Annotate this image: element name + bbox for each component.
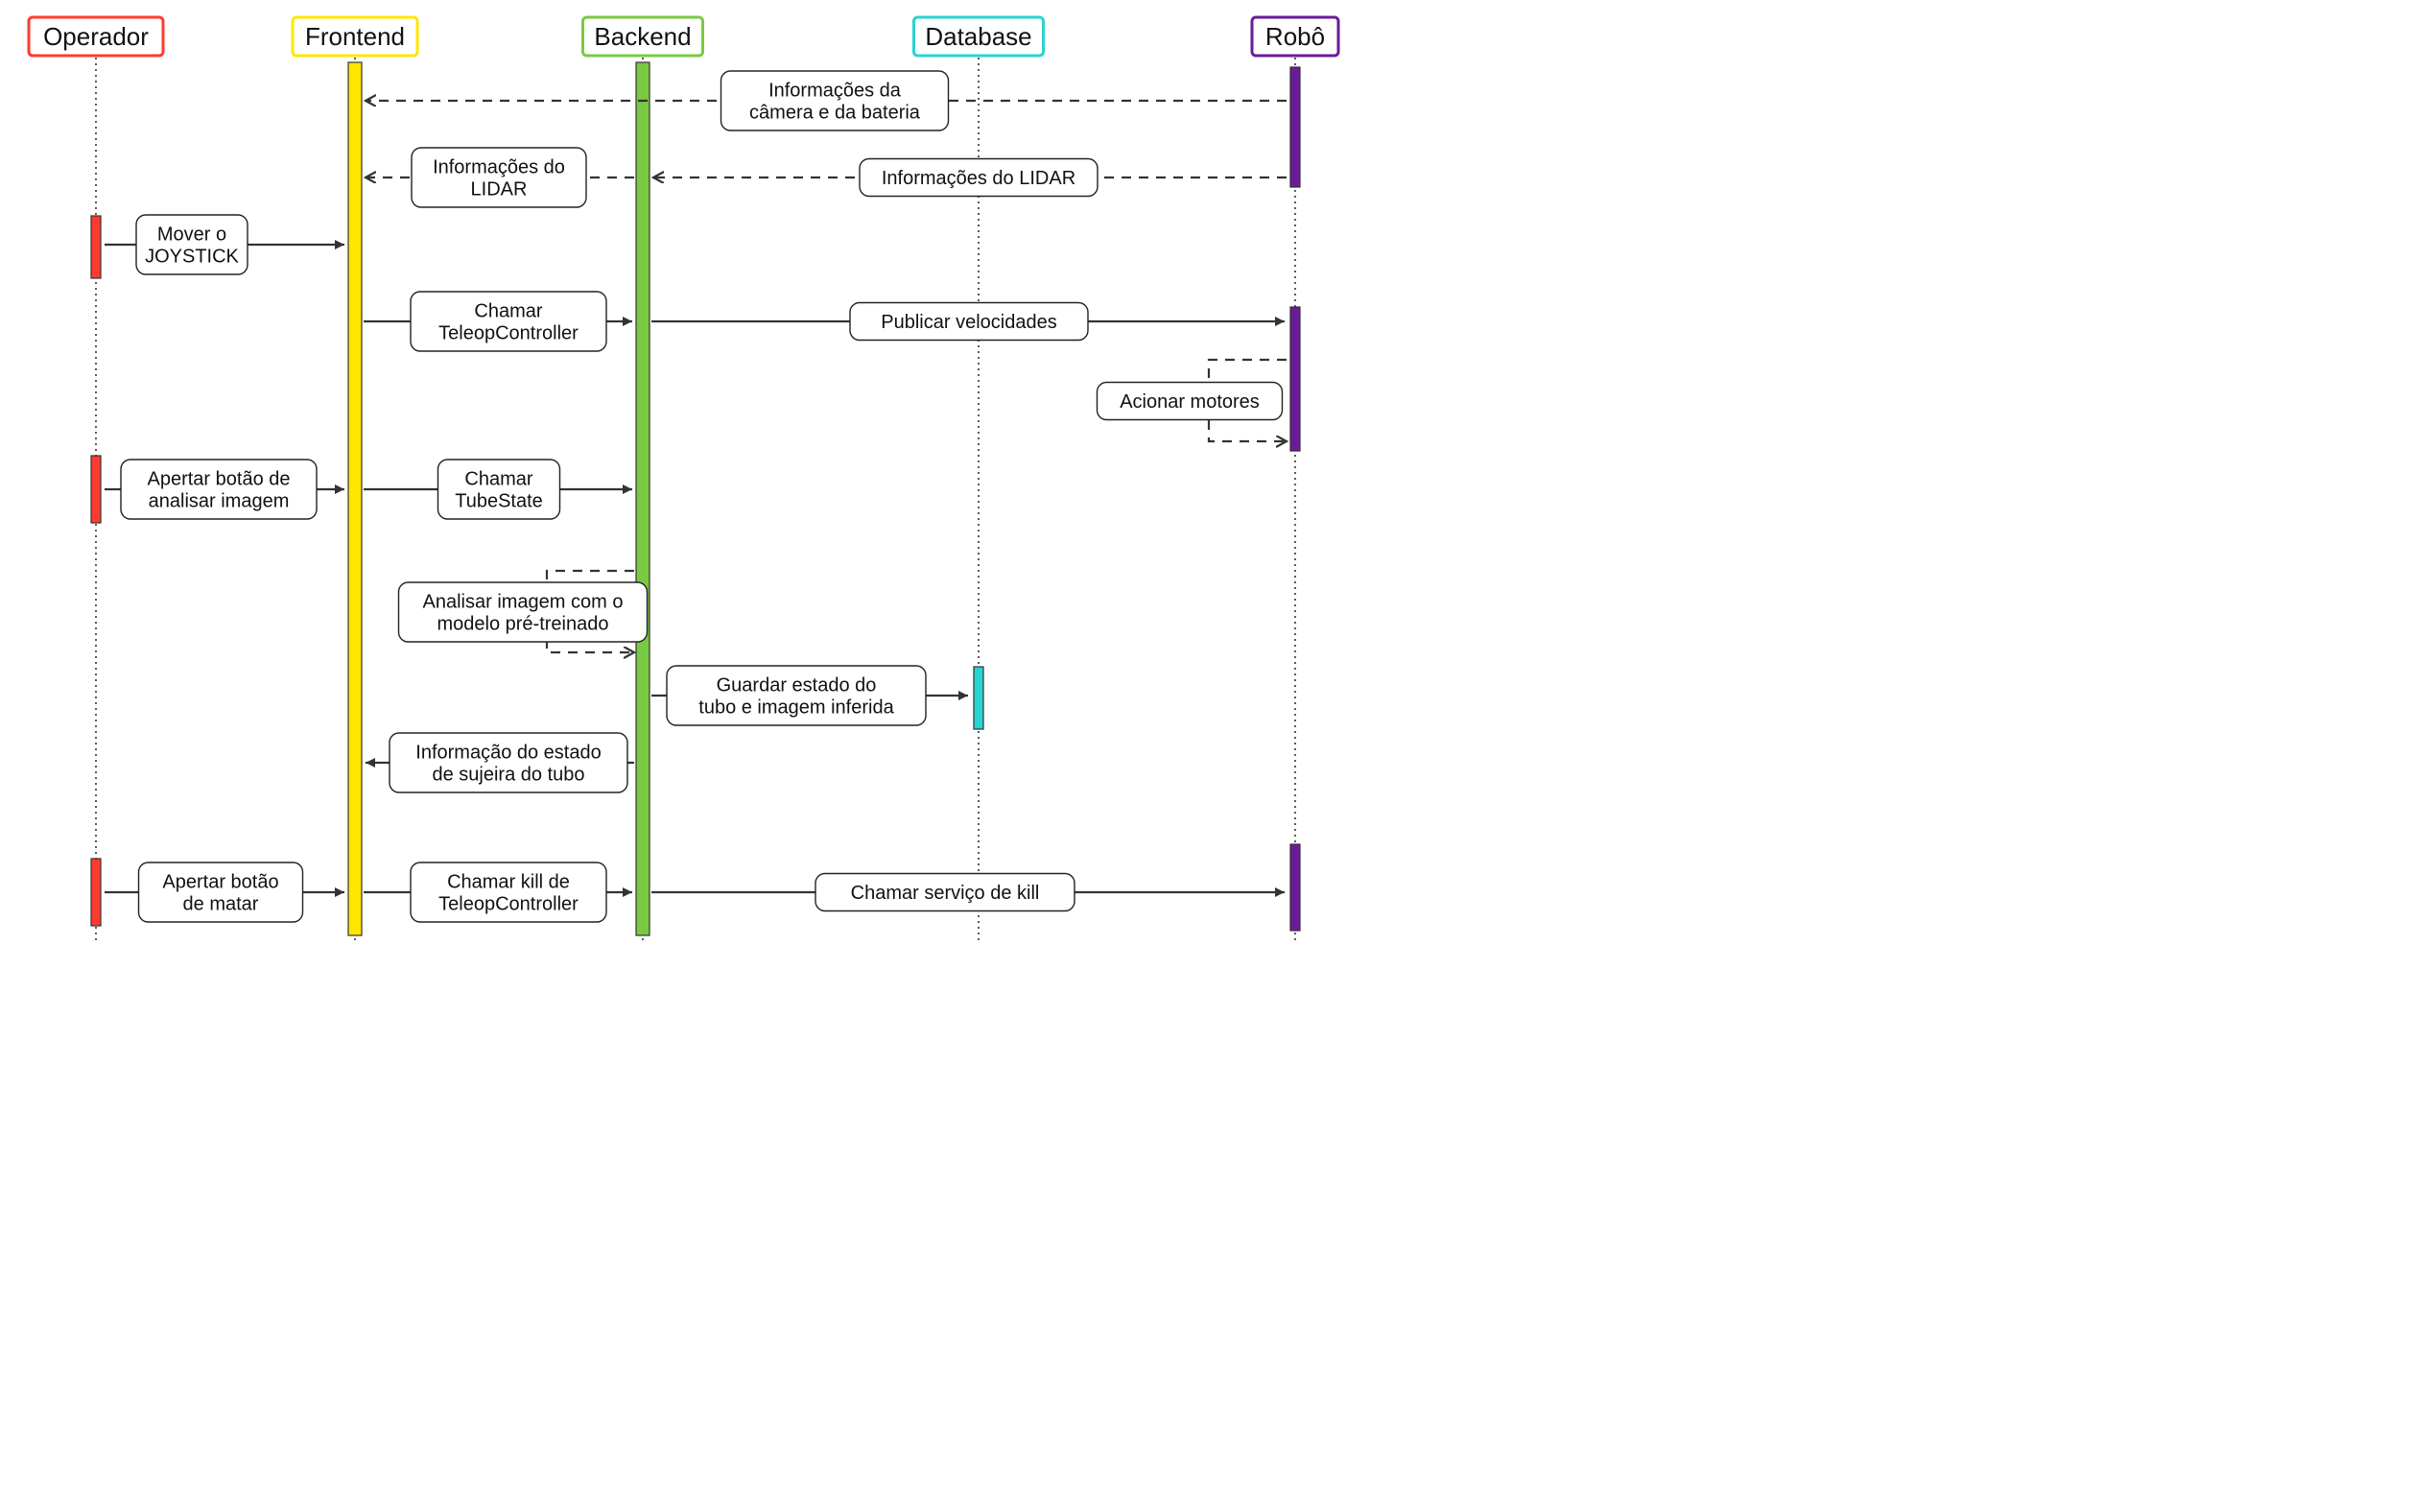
sequence-diagram: Operador Frontend Backend Database Robô Infor… — [0, 0, 1506, 959]
svg-text:Chamar: Chamar — [464, 468, 532, 489]
svg-text:analisar imagem: analisar imagem — [149, 490, 290, 511]
activation-operador — [91, 859, 101, 926]
message-label-2: Informações doLIDAR — [412, 148, 586, 207]
svg-text:tubo e imagem inferida: tubo e imagem inferida — [698, 697, 894, 718]
activation-robo — [1290, 307, 1300, 451]
message-label-0: Informações dacâmera e da bateria — [721, 71, 949, 130]
activation-operador — [91, 216, 101, 278]
activation-robo — [1290, 844, 1300, 931]
activation-frontend — [348, 62, 362, 935]
message-label-5: Publicar velocidades — [850, 303, 1088, 341]
svg-text:de sujeira do tubo: de sujeira do tubo — [432, 764, 584, 785]
message-label-6: Apertar botão deanalisar imagem — [121, 460, 317, 519]
participant-label-operador: Operador — [43, 22, 149, 51]
svg-text:Acionar motores: Acionar motores — [1120, 391, 1260, 413]
svg-text:de matar: de matar — [183, 893, 259, 914]
svg-text:TubeState: TubeState — [455, 490, 543, 511]
activation-database — [974, 667, 983, 729]
svg-text:Apertar botão: Apertar botão — [162, 871, 278, 892]
participant-label-database: Database — [925, 22, 1031, 51]
svg-text:Informações do LIDAR: Informações do LIDAR — [882, 168, 1075, 189]
message-label-8: Guardar estado dotubo e imagem inferida — [667, 666, 926, 725]
participant-label-backend: Backend — [594, 22, 691, 51]
message-label-1: Informações do LIDAR — [860, 159, 1098, 197]
svg-text:Apertar botão de: Apertar botão de — [148, 468, 291, 489]
svg-text:Chamar serviço de kill: Chamar serviço de kill — [851, 883, 1040, 904]
message-label-7: ChamarTubeState — [438, 460, 560, 519]
message-label-9: Informação do estadode sujeira do tubo — [390, 733, 627, 792]
svg-text:Chamar: Chamar — [474, 300, 542, 321]
participant-label-frontend: Frontend — [305, 22, 405, 51]
activation-robo — [1290, 67, 1300, 187]
self-message-label-robo-0: Acionar motores — [1098, 383, 1283, 420]
svg-text:modelo pré-treinado: modelo pré-treinado — [437, 613, 609, 634]
svg-text:Analisar imagem com o: Analisar imagem com o — [423, 591, 624, 612]
svg-text:JOYSTICK: JOYSTICK — [145, 246, 239, 267]
message-label-12: Chamar serviço de kill — [815, 874, 1075, 911]
svg-text:câmera e da bateria: câmera e da bateria — [749, 102, 921, 123]
svg-text:Informações da: Informações da — [768, 80, 902, 101]
svg-text:Guardar estado do: Guardar estado do — [717, 674, 877, 696]
svg-text:Mover o: Mover o — [157, 224, 226, 245]
svg-text:Informações do: Informações do — [433, 156, 565, 177]
message-label-4: ChamarTeleopController — [411, 292, 606, 351]
self-message-label-backend-1: Analisar imagem com omodelo pré-treinado — [399, 582, 648, 642]
svg-text:Chamar kill de: Chamar kill de — [447, 871, 570, 892]
svg-text:Publicar velocidades: Publicar velocidades — [881, 312, 1056, 333]
message-label-11: Chamar kill deTeleopController — [411, 862, 606, 922]
message-label-10: Apertar botãode matar — [139, 862, 303, 922]
activation-backend — [636, 62, 650, 935]
message-label-3: Mover oJOYSTICK — [136, 215, 248, 274]
activation-operador — [91, 456, 101, 523]
participant-label-robo: Robô — [1265, 22, 1325, 51]
svg-text:LIDAR: LIDAR — [471, 178, 528, 200]
svg-text:TeleopController: TeleopController — [438, 322, 579, 343]
svg-text:TeleopController: TeleopController — [438, 893, 579, 914]
svg-text:Informação do estado: Informação do estado — [415, 742, 601, 763]
